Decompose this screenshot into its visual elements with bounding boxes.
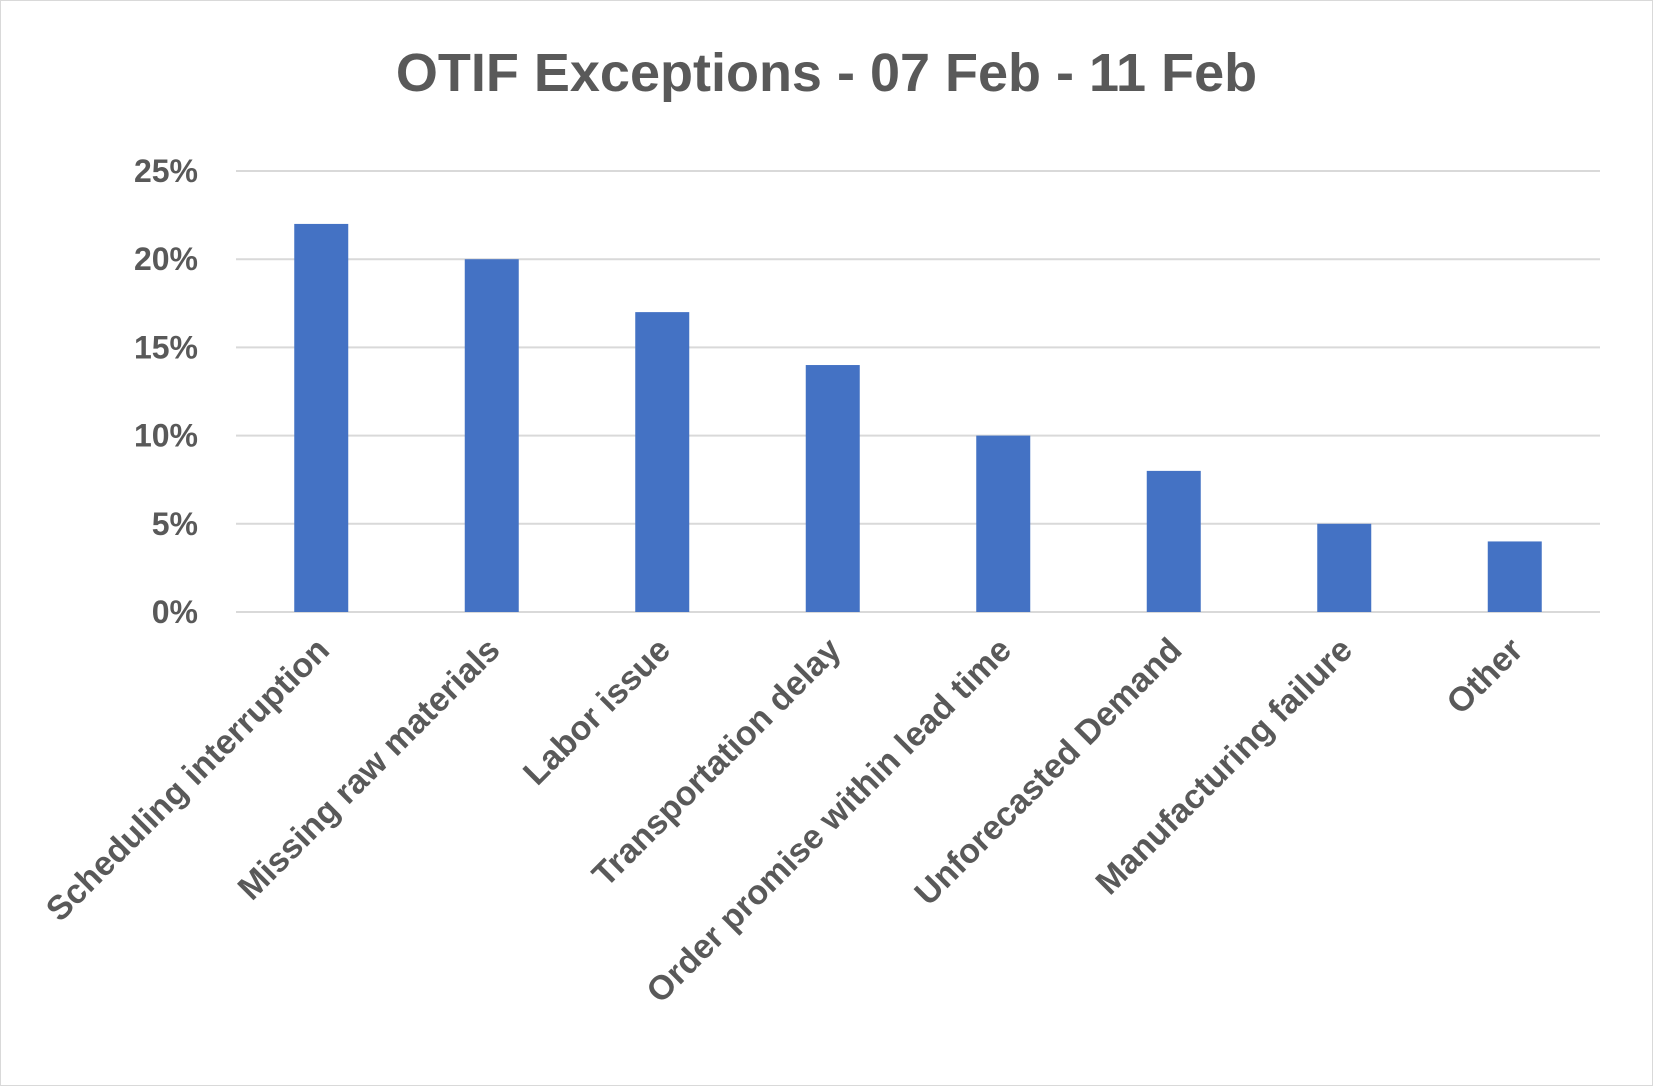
bar <box>294 223 349 613</box>
y-axis-tick-labels: 0% 5% 10% 15% 20% 25% <box>134 153 198 630</box>
y-tick-label: 0% <box>152 594 198 630</box>
y-tick-label: 10% <box>134 418 198 454</box>
y-tick-label: 20% <box>134 241 198 277</box>
x-category-label: Order promise within lead time <box>639 631 1019 1011</box>
y-tick-label: 25% <box>134 153 198 189</box>
bar <box>805 365 860 612</box>
bar <box>1317 523 1372 612</box>
bar <box>976 435 1031 612</box>
y-tick-label: 5% <box>152 506 198 542</box>
chart-title: OTIF Exceptions - 07 Feb - 11 Feb <box>395 43 1258 103</box>
x-category-label: Other <box>1439 631 1530 722</box>
y-tick-label: 15% <box>134 329 198 365</box>
bar <box>635 312 690 612</box>
x-category-label: Scheduling interruption <box>39 631 337 929</box>
bar <box>1487 541 1542 612</box>
gridlines <box>236 170 1600 613</box>
bar <box>464 259 519 612</box>
x-category-label: Labor issue <box>516 631 678 793</box>
bar <box>1146 470 1201 612</box>
bars <box>294 223 1542 613</box>
